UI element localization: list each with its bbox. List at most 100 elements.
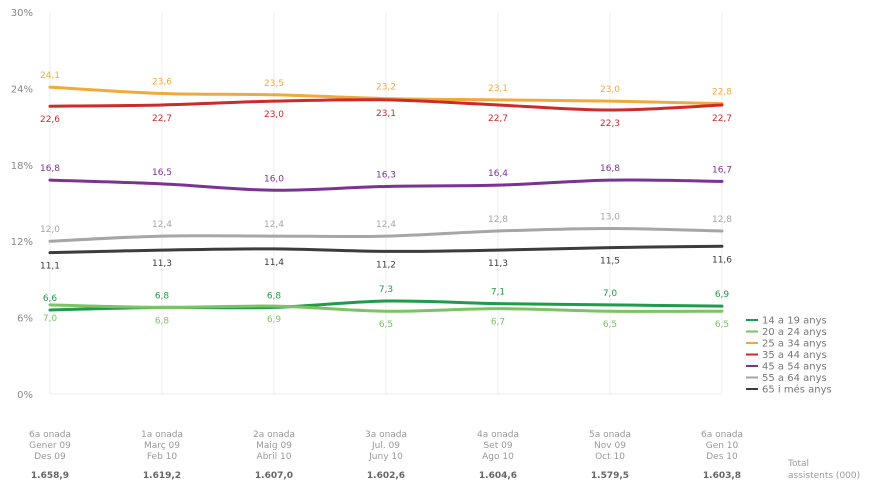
data-label: 16,0 [264, 174, 284, 184]
x-category-label: Des 10 [706, 452, 738, 462]
data-label: 6,9 [715, 290, 730, 300]
x-category-label: 6a onada [29, 430, 71, 440]
data-label: 23,1 [488, 84, 508, 94]
data-label: 6,5 [379, 320, 393, 330]
total-label: Total [787, 459, 809, 469]
data-label: 6,5 [603, 320, 617, 330]
data-label: 22,6 [40, 115, 60, 125]
data-label: 12,0 [40, 225, 60, 235]
legend-label: 45 a 54 anys [762, 362, 827, 373]
x-category-label: Des 09 [34, 452, 66, 462]
x-category-label: Gen 10 [706, 441, 739, 451]
data-label: 23,1 [376, 109, 396, 119]
data-label: 12,4 [152, 220, 172, 230]
data-label: 13,0 [600, 212, 620, 222]
data-label: 11,4 [264, 258, 284, 268]
data-label: 6,5 [715, 320, 729, 330]
data-label: 16,4 [488, 169, 508, 179]
data-label: 12,4 [376, 220, 396, 230]
data-label: 22,7 [488, 114, 508, 124]
x-category-label: Feb 10 [147, 452, 178, 462]
data-label: 23,0 [264, 110, 284, 120]
x-category-label: Maig 09 [256, 441, 292, 451]
legend-label: 55 a 64 anys [762, 373, 827, 384]
data-label: 22,7 [152, 114, 172, 124]
x-category-label: Abril 10 [257, 452, 292, 462]
data-label: 12,4 [264, 220, 284, 230]
data-label: 11,1 [40, 262, 60, 272]
data-label: 6,7 [491, 318, 505, 328]
legend-label: 14 a 19 anys [762, 316, 827, 327]
data-label: 7,3 [379, 285, 393, 295]
series-line [48, 244, 724, 255]
data-label: 16,8 [600, 164, 620, 174]
data-label: 7,0 [43, 314, 58, 324]
x-category-label: Gener 09 [29, 441, 71, 451]
total-value: 1.604,6 [479, 471, 517, 481]
data-label: 23,5 [264, 79, 284, 89]
total-value: 1.603,8 [703, 471, 741, 481]
data-label: 11,3 [488, 259, 508, 269]
total-value: 1.579,5 [591, 471, 629, 481]
data-label: 11,2 [376, 260, 396, 270]
y-tick-label: 0% [17, 390, 33, 401]
data-label: 6,6 [43, 294, 58, 304]
series-line [48, 303, 724, 313]
data-label: 11,3 [152, 259, 172, 269]
data-label: 11,6 [712, 255, 732, 265]
legend-label: 65 i més anys [762, 384, 832, 396]
x-category-label: 2a onada [253, 430, 295, 440]
y-axis-ticks: 0% 6% 12% 18% 24% 30% [11, 8, 33, 401]
series-line [48, 98, 724, 112]
data-label: 7,0 [603, 289, 618, 299]
data-label: 23,0 [600, 85, 620, 95]
series-line [48, 226, 724, 243]
data-label: 22,3 [600, 119, 620, 129]
data-label: 6,8 [267, 291, 282, 301]
total-value: 1.607,0 [255, 471, 293, 481]
total-value: 1.658,9 [31, 471, 69, 481]
total-value: 1.602,6 [367, 471, 405, 481]
x-category-label: 5a onada [589, 430, 631, 440]
data-label: 16,5 [152, 168, 172, 178]
legend-label: 25 a 34 anys [762, 339, 827, 350]
y-tick-label: 6% [17, 314, 33, 325]
data-label: 16,8 [40, 164, 60, 174]
x-category-label: 3a onada [365, 430, 407, 440]
x-category-label: 1a onada [141, 430, 183, 440]
data-label: 6,9 [267, 315, 282, 325]
x-category-label: Nov 09 [594, 441, 626, 451]
data-label: 6,8 [155, 291, 170, 301]
x-category-label: Set 09 [483, 441, 512, 451]
data-label: 6,8 [155, 316, 170, 326]
x-category-label: Juny 10 [368, 452, 403, 462]
data-label: 23,6 [152, 77, 172, 87]
data-label: 16,3 [376, 170, 396, 180]
data-label: 22,7 [712, 114, 732, 124]
data-label: 16,7 [712, 165, 732, 175]
data-label: 11,5 [600, 257, 620, 267]
data-label: 23,2 [376, 83, 396, 93]
y-tick-label: 12% [11, 237, 33, 248]
y-tick-label: 18% [11, 161, 33, 172]
data-label: 24,1 [40, 71, 60, 81]
data-label: 7,1 [491, 288, 505, 298]
data-labels: 6,6 6,8 6,8 7,3 7,1 7,0 6,9 7,0 6,8 6,9 6,5 6,7 6,5 6… [40, 71, 732, 330]
series-line [48, 178, 724, 192]
data-label: 12,8 [712, 215, 732, 225]
x-category-label: Març 09 [144, 441, 180, 451]
x-category-label: Oct 10 [595, 452, 625, 462]
legend-label: 20 a 24 anys [762, 327, 827, 338]
y-tick-label: 24% [11, 84, 33, 95]
x-category-label: Ago 10 [482, 452, 514, 462]
legend-label: 35 a 44 anys [762, 350, 827, 361]
series-lines [48, 85, 724, 313]
gridlines [49, 12, 723, 395]
x-category-label: 6a onada [701, 430, 743, 440]
x-category-label: Jul. 09 [371, 441, 400, 451]
total-label: assistents (000) [788, 471, 860, 481]
data-label: 12,8 [488, 215, 508, 225]
